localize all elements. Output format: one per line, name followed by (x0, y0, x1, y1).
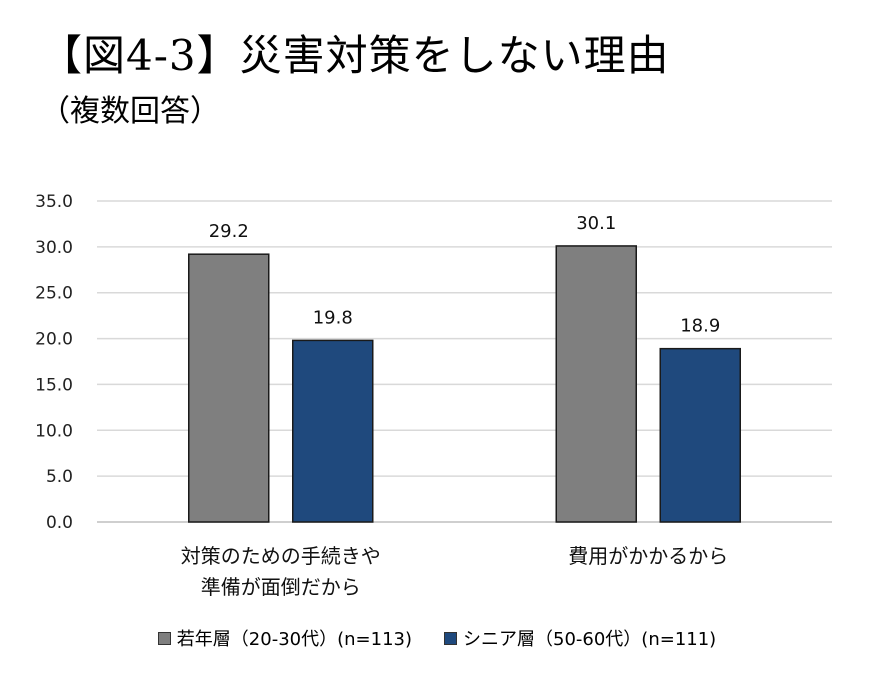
legend-label-senior: シニア層（50-60代）(n=111) (463, 629, 717, 650)
chart-title: 【図4-3】災害対策をしない理由 (40, 31, 670, 80)
bar (188, 253, 270, 523)
category-label: 対策のための手続きや (181, 544, 381, 568)
legend-item-senior: シニア層（50-60代）(n=111) (444, 625, 716, 651)
category-label: 準備が面倒だから (201, 575, 361, 599)
y-tick-label: 5.0 (46, 467, 73, 487)
y-tick-label: 20.0 (35, 330, 73, 350)
bar (555, 245, 637, 523)
data-label: 29.2 (209, 221, 249, 242)
chart-subtitle: （複数回答） (40, 94, 220, 129)
y-tick-label: 25.0 (35, 284, 73, 304)
bar (659, 347, 741, 523)
y-tick-label: 35.0 (35, 192, 73, 212)
legend-label-young: 若年層（20-30代）(n=113) (176, 629, 412, 650)
legend-swatch-senior (444, 631, 457, 645)
category-label: 費用がかかるから (568, 544, 728, 568)
y-tick-label: 15.0 (35, 375, 73, 395)
bar-chart: 0.0 5.0 10.0 15.0 20.0 25.0 30.0 35.0 29.2 19.8 対策… (35, 192, 832, 599)
y-tick-label: 30.0 (35, 238, 73, 258)
bar (292, 339, 374, 523)
data-label: 18.9 (680, 316, 720, 337)
legend-swatch-young (157, 631, 171, 645)
data-label: 30.1 (576, 213, 616, 234)
y-tick-label: 0.0 (46, 513, 73, 533)
y-tick-label: 10.0 (35, 421, 73, 441)
legend: 若年層（20-30代）(n=113) シニア層（50-60代）(n=111) (0, 625, 874, 651)
data-label: 19.8 (313, 307, 353, 328)
legend-item-young: 若年層（20-30代）(n=113) (157, 625, 412, 651)
